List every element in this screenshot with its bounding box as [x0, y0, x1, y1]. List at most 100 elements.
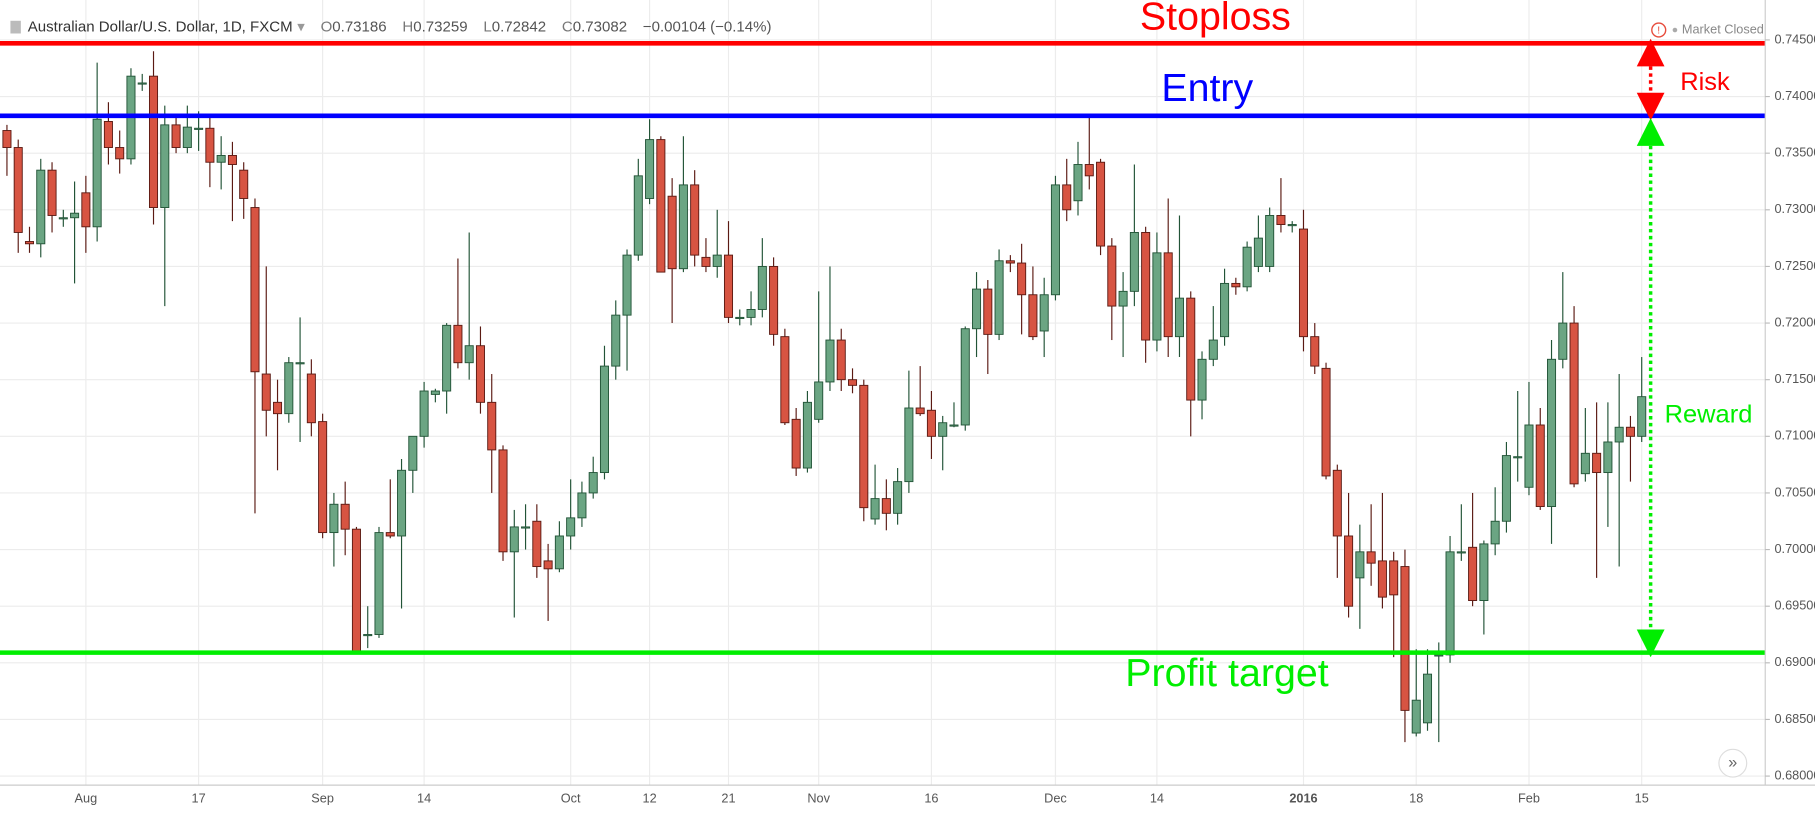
ohlc-key: C — [562, 19, 573, 36]
candle-body — [1422, 673, 1433, 724]
candle-body — [1186, 297, 1196, 401]
candle-body — [1535, 424, 1545, 507]
candle-body — [1152, 252, 1162, 341]
candle-body — [182, 126, 192, 148]
candle-body — [509, 526, 519, 553]
candle-body — [577, 492, 587, 519]
candle-body — [363, 634, 373, 637]
candle-body — [453, 324, 463, 364]
change: −0.00104 (−0.14%) — [643, 19, 772, 36]
candle-body — [1005, 260, 1015, 264]
candle-body — [870, 498, 880, 520]
candle-body — [273, 401, 283, 415]
candle-body — [893, 481, 903, 514]
dropdown[interactable]: ▾ — [297, 19, 305, 36]
candle-body — [70, 212, 80, 219]
candle-body — [1073, 164, 1083, 202]
candle-body — [723, 254, 734, 318]
candle-body — [904, 407, 914, 483]
candle-body — [1377, 560, 1387, 598]
candle-body — [1524, 424, 1534, 488]
x-tick-label: Aug — [75, 790, 98, 805]
candle-body — [678, 184, 688, 270]
candle-body — [340, 503, 350, 530]
candle-body — [408, 435, 418, 471]
candle-body — [1490, 520, 1500, 545]
candle-body — [1580, 452, 1590, 475]
candle-body — [284, 362, 294, 415]
candle-body — [1062, 184, 1072, 211]
status-dot — [1672, 27, 1678, 33]
candle-body — [1265, 215, 1275, 267]
y-tick-label: 0.74500 — [1774, 31, 1815, 46]
x-tick-label: Nov — [807, 790, 830, 805]
candle-body — [442, 324, 452, 392]
candle-body — [633, 175, 643, 256]
candle-body — [836, 339, 846, 381]
candle-body — [1253, 237, 1263, 267]
candle-body — [802, 401, 812, 469]
status-icon-mark: ! — [1657, 25, 1660, 36]
candle-body — [645, 139, 655, 199]
candle-body — [475, 345, 485, 403]
x-tick-label: 16 — [924, 790, 938, 805]
candle-body — [306, 373, 316, 424]
candle-body — [1208, 339, 1218, 360]
candle-body — [938, 422, 948, 437]
x-tick-label: Feb — [1518, 790, 1540, 805]
candle-body — [1625, 426, 1635, 437]
candle-body — [58, 217, 68, 220]
candle-body — [1355, 551, 1365, 579]
candle-body — [949, 424, 959, 427]
candle-body — [1298, 228, 1309, 338]
x-tick-label: Sep — [311, 790, 334, 805]
x-tick-label: 15 — [1635, 790, 1649, 805]
candle-body — [24, 241, 35, 245]
candle-body — [1050, 184, 1060, 296]
level-label: Entry — [1161, 66, 1253, 110]
candle-body — [374, 532, 384, 635]
candle-body — [915, 407, 925, 415]
candle-body — [1141, 231, 1151, 341]
x-tick-label: 14 — [1150, 790, 1164, 805]
candle-body — [1569, 322, 1579, 485]
risk-label: Risk — [1680, 68, 1730, 96]
candle-body — [295, 362, 305, 365]
x-tick-label: 14 — [417, 790, 431, 805]
candle-body — [1547, 358, 1557, 507]
candle-body — [994, 260, 1004, 335]
x-tick-label: 12 — [643, 790, 657, 805]
candle-body — [1592, 452, 1602, 474]
candle-body — [848, 379, 858, 386]
candle-body — [1096, 161, 1106, 247]
candle-body — [1242, 246, 1252, 288]
candle-body — [239, 169, 249, 199]
candle-body — [1558, 322, 1568, 360]
header: Australian Dollar/U.S. Dollar, 1D, FXCM ▾… — [28, 19, 772, 36]
candle-body — [47, 169, 57, 216]
candle-body — [1603, 441, 1613, 474]
ohlc-value: 0.72842 — [492, 19, 546, 36]
candle-body — [1400, 566, 1410, 711]
scroll-icon[interactable]: » — [1728, 753, 1737, 771]
candle-body — [859, 384, 869, 509]
candle-body — [1310, 336, 1320, 367]
candle-body — [532, 520, 542, 568]
candle-body — [13, 147, 23, 233]
candle-body — [115, 147, 125, 160]
candle-body — [1366, 551, 1376, 564]
ohlc-key: O — [321, 19, 333, 36]
ohlc-value: 0.73259 — [413, 19, 467, 36]
scroll-button[interactable] — [1718, 748, 1748, 778]
candle-body — [1163, 252, 1173, 338]
candle-body — [81, 192, 91, 228]
